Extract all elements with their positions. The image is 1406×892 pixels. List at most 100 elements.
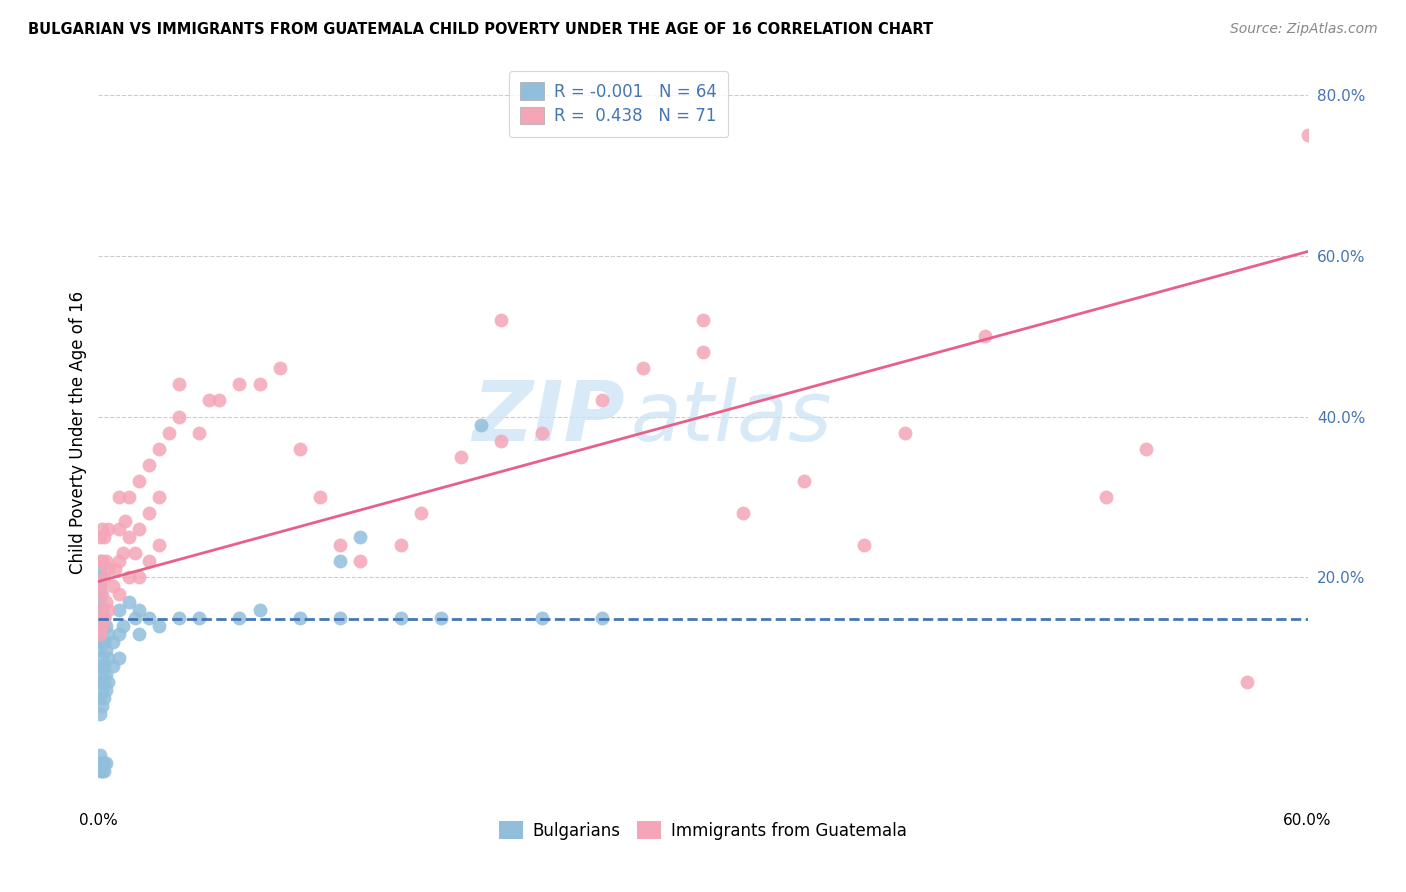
Point [107,586,129,600]
Point [96,643,118,657]
Point [309,490,332,504]
Point [228,377,250,392]
Point [91,756,114,770]
Legend: Bulgarians, Immigrants from Guatemala: Bulgarians, Immigrants from Guatemala [492,814,914,847]
Point [89,747,111,762]
Point [89,554,111,568]
Point [389,538,412,552]
Point [89,578,111,592]
Point [118,530,141,544]
Point [124,546,146,560]
Point [93,610,115,624]
Point [167,610,190,624]
Point [93,764,115,778]
Point [101,659,124,673]
Point [329,538,352,552]
Point [118,570,141,584]
Point [138,506,160,520]
Point [148,442,170,456]
Point [1095,490,1118,504]
Point [148,619,170,633]
Text: ZIP: ZIP [472,377,624,458]
Point [93,635,115,649]
Point [853,538,876,552]
Point [249,377,271,392]
Point [111,546,134,560]
Point [118,490,141,504]
Point [89,578,111,592]
Point [208,393,231,408]
Point [128,474,150,488]
Point [118,594,141,608]
Text: atlas: atlas [630,377,832,458]
Point [1296,128,1319,142]
Point [96,667,118,681]
Point [188,425,211,440]
Text: BULGARIAN VS IMMIGRANTS FROM GUATEMALA CHILD POVERTY UNDER THE AGE OF 16 CORRELA: BULGARIAN VS IMMIGRANTS FROM GUATEMALA C… [28,22,934,37]
Point [96,683,118,698]
Point [91,651,114,665]
Point [107,651,129,665]
Point [228,610,250,624]
Point [97,675,120,690]
Point [1236,675,1258,690]
Point [97,522,120,536]
Point [96,594,118,608]
Point [89,691,111,706]
Point [101,578,124,592]
Point [89,643,111,657]
Point [93,530,115,544]
Point [89,659,111,673]
Point [138,458,160,472]
Point [91,764,114,778]
Point [269,361,291,376]
Point [91,683,114,698]
Point [89,627,111,641]
Point [128,570,150,584]
Point [167,377,190,392]
Point [93,610,115,624]
Point [107,627,129,641]
Point [93,675,115,690]
Y-axis label: Child Poverty Under the Age of 16: Child Poverty Under the Age of 16 [69,291,87,574]
Point [430,610,453,624]
Point [89,610,111,624]
Point [91,667,114,681]
Point [89,627,111,641]
Point [450,450,472,464]
Point [288,442,311,456]
Point [89,586,111,600]
Point [128,522,150,536]
Point [107,554,129,568]
Point [89,675,111,690]
Point [111,619,134,633]
Point [89,756,111,770]
Point [349,530,371,544]
Point [591,610,613,624]
Point [101,635,124,649]
Point [124,610,146,624]
Point [97,651,120,665]
Point [114,514,136,528]
Point [97,562,120,576]
Point [96,619,118,633]
Point [148,538,170,552]
Point [91,554,114,568]
Point [89,594,111,608]
Point [91,619,114,633]
Point [138,610,160,624]
Point [491,313,513,327]
Point [198,393,221,408]
Point [631,361,654,376]
Point [91,586,114,600]
Point [349,554,371,568]
Point [148,490,170,504]
Point [128,627,150,641]
Point [329,610,352,624]
Point [91,619,114,633]
Point [1135,442,1157,456]
Point [128,602,150,616]
Point [103,562,125,576]
Point [93,659,115,673]
Point [470,417,492,432]
